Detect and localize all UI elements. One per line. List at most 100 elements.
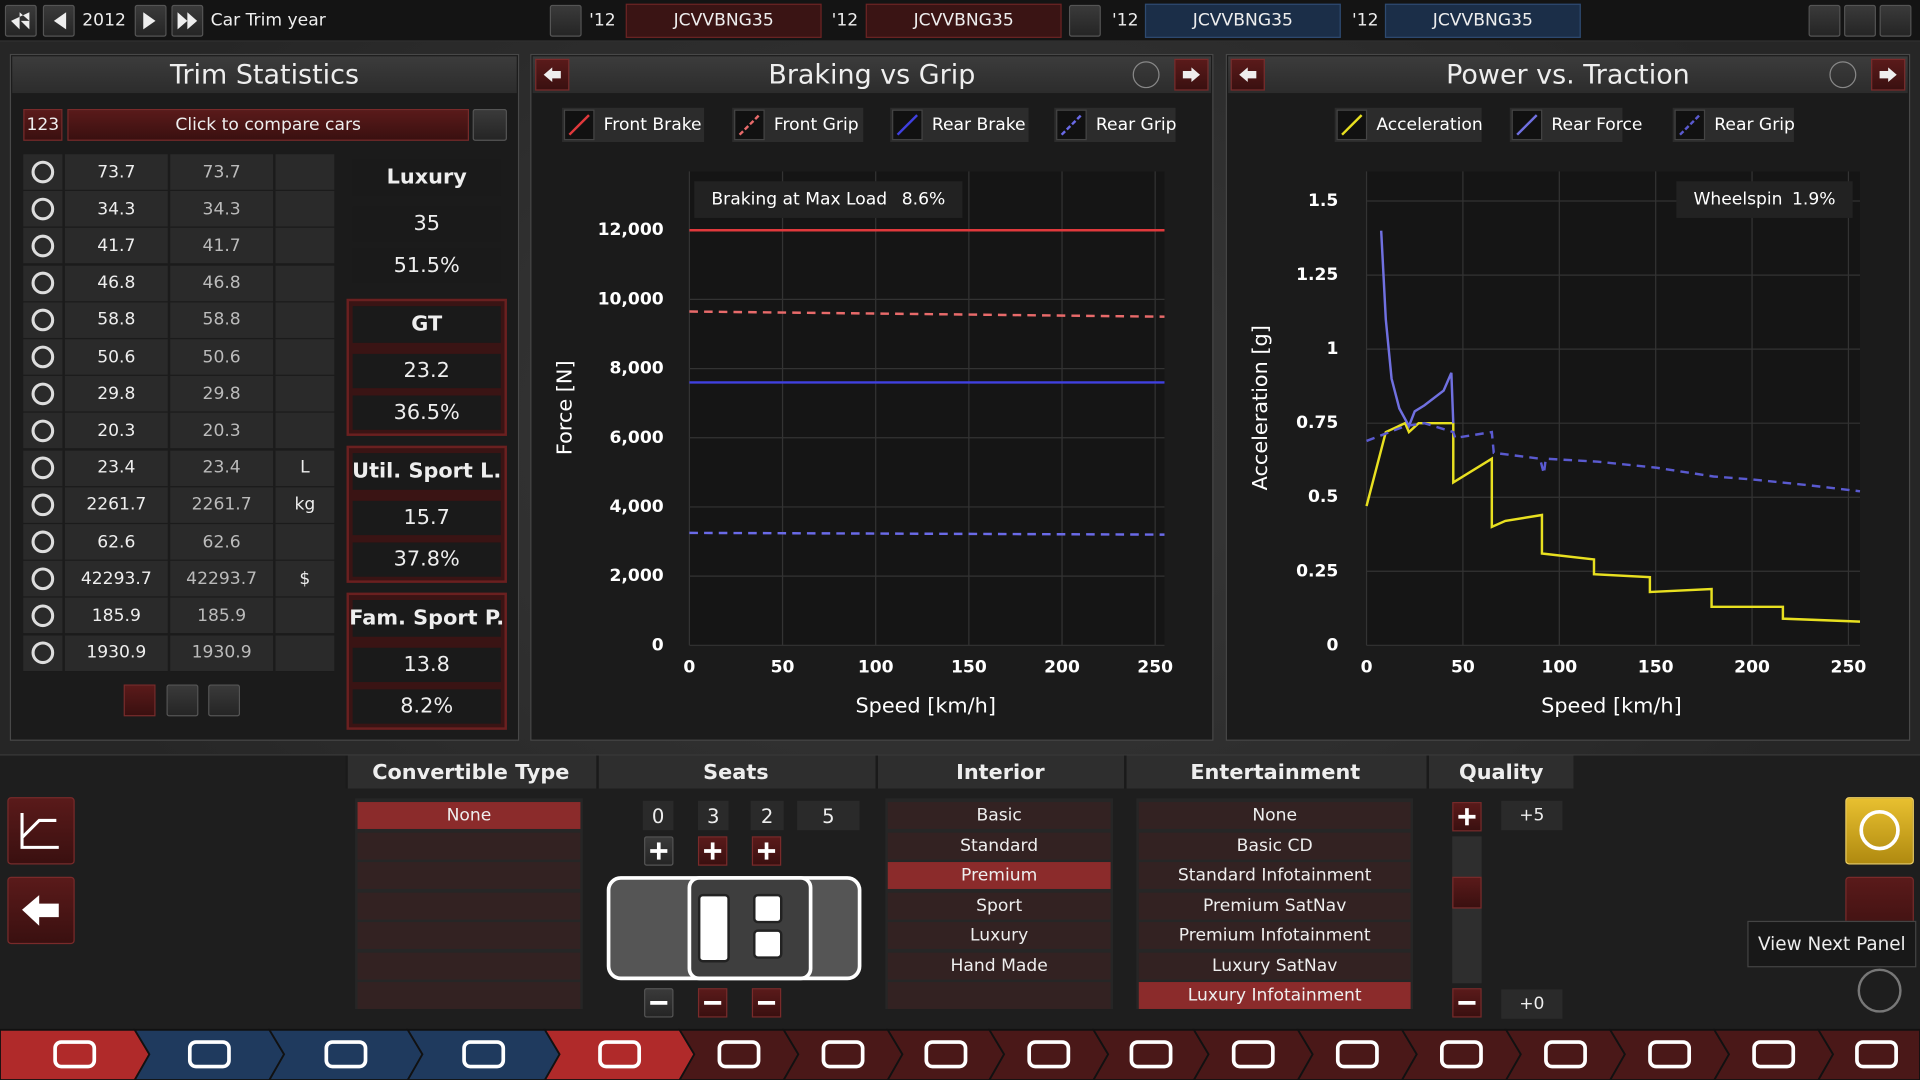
annotation-value: 8.6% (902, 190, 946, 210)
nav-tab (406, 1028, 561, 1080)
option[interactable]: Standard Infotainment (1138, 862, 1411, 889)
nav-icon (53, 1040, 97, 1069)
market-score: 35 (352, 206, 501, 242)
compare-button[interactable]: Click to compare cars (67, 108, 469, 141)
panel-title: Trim Statistics (12, 56, 517, 94)
stat-compare: 34.3 (170, 191, 274, 227)
stat-icon (31, 234, 55, 258)
stat-tool[interactable] (208, 684, 241, 717)
quality-thumb[interactable] (1452, 876, 1482, 909)
nav-tab (1296, 1028, 1418, 1080)
stat-unit (275, 339, 335, 375)
option[interactable]: Premium (887, 862, 1111, 889)
compare-icon[interactable] (549, 4, 582, 37)
option[interactable]: Luxury SatNav (1138, 952, 1411, 979)
option[interactable]: Premium Infotainment (1138, 922, 1411, 949)
option[interactable]: Hand Made (887, 952, 1111, 979)
stat-icon-cell (23, 228, 63, 264)
option[interactable]: None (357, 802, 581, 829)
market-name: GT (352, 306, 501, 343)
stat-value: 185.9 (64, 598, 168, 634)
icon (11, 12, 30, 30)
option[interactable]: Sport (887, 892, 1111, 919)
option[interactable]: None (1138, 802, 1411, 829)
stat-unit: L (275, 450, 335, 486)
option[interactable]: Standard (887, 832, 1111, 859)
option[interactable]: Basic CD (1138, 832, 1411, 859)
stat-unit (275, 302, 335, 338)
option[interactable]: Premium SatNav (1138, 892, 1411, 919)
market-score: 15.7 (352, 500, 501, 536)
column-title: Quality (1426, 755, 1574, 789)
option[interactable]: Basic (887, 802, 1111, 829)
options-header (345, 755, 1574, 789)
stat-tool[interactable] (123, 684, 156, 717)
compare-trim[interactable]: JCVVBNG35 (865, 3, 1062, 38)
stat-compare: 20.3 (170, 413, 274, 449)
prev-chart[interactable] (535, 58, 570, 91)
legend-swatch (734, 109, 765, 141)
x-tick-label: 0 (683, 657, 695, 677)
stat-icon-cell (23, 561, 63, 597)
tool-button[interactable] (1808, 4, 1841, 37)
stat-tool[interactable] (166, 684, 199, 717)
arrow (1239, 67, 1257, 83)
warning-button[interactable] (1845, 797, 1914, 865)
seat (753, 893, 783, 924)
y-tick-label: 0.5 (1308, 487, 1338, 507)
compare-icon[interactable] (472, 108, 507, 141)
arrow (1182, 67, 1201, 83)
nav-icon (1027, 1040, 1071, 1069)
stat-unit (275, 265, 335, 301)
column-title: Convertible Type (345, 755, 594, 789)
stat-value: 62.6 (64, 524, 168, 560)
compare-trim[interactable]: JCVVBNG35 (1144, 3, 1341, 38)
help[interactable] (1132, 61, 1160, 89)
help-button[interactable] (1857, 968, 1902, 1013)
market-score: 23.2 (352, 353, 501, 389)
compare-icon[interactable] (1068, 4, 1101, 37)
nav-tab (267, 1028, 424, 1080)
help[interactable] (1829, 61, 1857, 89)
stat-value: 50.6 (64, 339, 168, 375)
option[interactable]: Luxury (887, 922, 1111, 949)
stat-compare: 42293.7 (170, 561, 274, 597)
stat-icon (31, 197, 55, 221)
x-tick-label: 150 (1638, 657, 1674, 677)
x-tick-label: 50 (1451, 657, 1475, 677)
stat-value: 73.7 (64, 154, 168, 190)
icon (53, 12, 67, 30)
legend-swatch-line (738, 114, 761, 136)
option (357, 862, 581, 889)
y-axis-label: Acceleration [g] (1248, 325, 1272, 490)
tool-button[interactable] (1879, 4, 1912, 37)
tooltip: View Next Panel (1747, 920, 1917, 968)
column-title: Interior (875, 755, 1123, 789)
nav-icon (1335, 1040, 1379, 1069)
stat-compare: 41.7 (170, 228, 274, 264)
stat-compare: 62.6 (170, 524, 274, 560)
x-tick-label: 200 (1734, 657, 1770, 677)
compare-trim[interactable]: JCVVBNG35 (625, 3, 822, 38)
left-tool[interactable] (7, 797, 75, 865)
legend-label: Rear Grip (1714, 115, 1795, 135)
compare-trim[interactable]: JCVVBNG35 (1384, 3, 1581, 38)
nav-tab (987, 1028, 1110, 1080)
stat-icon (31, 530, 55, 554)
option[interactable]: Luxury Infotainment (1138, 982, 1411, 1009)
stat-value: 20.3 (64, 413, 168, 449)
market-score: 13.8 (352, 647, 501, 683)
x-tick-label: 100 (858, 657, 894, 677)
stat-icon-cell (23, 598, 63, 634)
stat-icon (31, 271, 55, 295)
nav-icon (1855, 1040, 1898, 1069)
column-title: Seats (596, 755, 873, 789)
stat-icon-cell (23, 265, 63, 301)
nav-icon (187, 1040, 231, 1069)
x-tick-label: 250 (1831, 657, 1867, 677)
stat-icon-cell (23, 487, 63, 523)
annotation-box (694, 181, 963, 218)
tool-button[interactable] (1844, 4, 1876, 37)
